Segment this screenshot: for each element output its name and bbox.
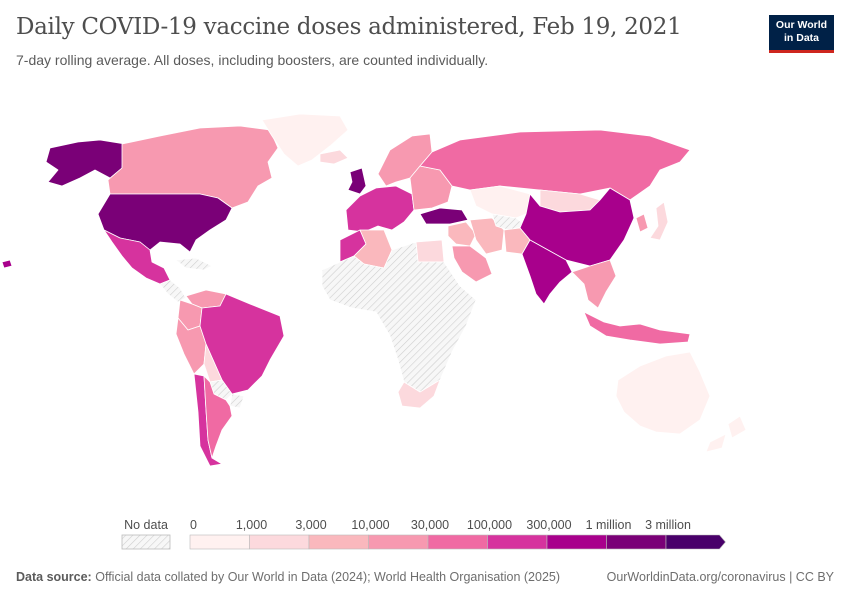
legend-tick-label: 1,000 — [236, 518, 267, 532]
footer-link[interactable]: OurWorldinData.org/coronavirus | CC BY — [606, 570, 834, 584]
region-uruguay[interactable] — [229, 393, 245, 409]
logo-line-1: Our World — [775, 19, 828, 31]
legend-tick-label: 0 — [190, 518, 197, 532]
legend-tick-label: 1 million — [586, 518, 632, 532]
legend-bin-6[interactable] — [546, 534, 607, 550]
region-australia[interactable] — [615, 351, 711, 435]
owid-logo[interactable]: Our World in Data — [769, 15, 834, 53]
legend-no-data-label: No data — [124, 518, 168, 532]
legend-bin-3[interactable] — [368, 534, 429, 550]
legend-bin-7[interactable] — [606, 534, 667, 550]
legend-bin-0[interactable] — [189, 534, 250, 550]
region-indonesia[interactable] — [583, 311, 691, 345]
region-india[interactable] — [521, 239, 573, 305]
legend-tick-label: 300,000 — [526, 518, 571, 532]
region-egypt[interactable] — [415, 239, 445, 263]
region-caribbean[interactable] — [175, 257, 213, 271]
region-russia[interactable] — [419, 129, 691, 201]
legend-tick-label: 30,000 — [411, 518, 449, 532]
map-legend: No data 0 1,000 3,000 10,000 30,000 100,000 30… — [121, 518, 726, 550]
source-label: Data source: — [16, 570, 92, 584]
region-korea[interactable] — [635, 213, 649, 233]
region-turkey[interactable] — [419, 207, 469, 225]
region-argentina[interactable] — [203, 375, 233, 459]
region-iceland[interactable] — [319, 149, 349, 165]
region-iran[interactable] — [469, 217, 505, 255]
region-sub-saharan-africa[interactable] — [321, 241, 477, 393]
legend-bin-2[interactable] — [308, 534, 369, 550]
region-saudi-arabia[interactable] — [451, 245, 493, 283]
source-text: Official data collated by Our World in D… — [95, 570, 561, 584]
region-japan[interactable] — [649, 201, 669, 241]
region-southeast-asia[interactable] — [571, 259, 617, 309]
world-map — [1, 113, 747, 467]
region-central-america[interactable] — [159, 279, 187, 303]
legend-tick-label: 3,000 — [295, 518, 326, 532]
region-new-zealand[interactable] — [705, 415, 747, 453]
legend-bin-4[interactable] — [427, 534, 488, 550]
chart-title: Daily COVID-19 vaccine doses administere… — [16, 14, 682, 40]
region-bolivia[interactable] — [203, 343, 223, 383]
region-hawaii[interactable] — [1, 259, 13, 269]
legend-bin-8[interactable] — [665, 534, 726, 550]
legend-tick-label: 3 million — [645, 518, 691, 532]
legend-tick-label: 10,000 — [351, 518, 389, 532]
legend-tick-label: 100,000 — [467, 518, 512, 532]
region-south-africa[interactable] — [397, 379, 441, 409]
region-alaska[interactable] — [45, 139, 126, 187]
chart-subtitle: 7-day rolling average. All doses, includ… — [16, 52, 489, 68]
region-uk[interactable] — [347, 167, 367, 195]
logo-line-2: in Data — [783, 32, 819, 44]
region-canada[interactable] — [107, 125, 279, 209]
legend-bin-5[interactable] — [487, 534, 548, 550]
legend-bin-1[interactable] — [249, 534, 310, 550]
footer-source: Data source: Official data collated by O… — [16, 570, 834, 584]
region-greenland[interactable] — [261, 113, 349, 167]
legend-no-data-swatch[interactable] — [121, 534, 171, 550]
